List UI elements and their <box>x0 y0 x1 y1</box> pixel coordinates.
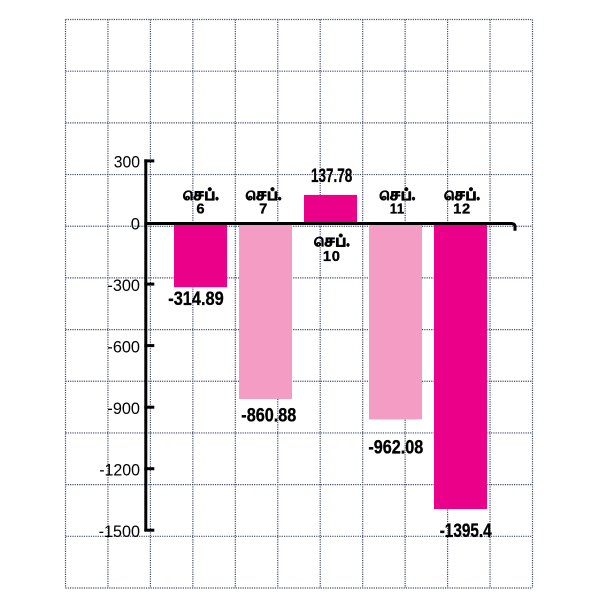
svg-text:0: 0 <box>131 215 140 234</box>
svg-text:-860.88: -860.88 <box>241 406 296 427</box>
svg-text:-314.89: -314.89 <box>168 289 224 310</box>
svg-text:300: 300 <box>114 153 140 172</box>
svg-text:12: 12 <box>453 201 471 217</box>
svg-text:-1395.4: -1395.4 <box>440 521 492 542</box>
svg-text:137.78: 137.78 <box>311 166 352 187</box>
svg-text:-600: -600 <box>107 338 140 357</box>
svg-text:6: 6 <box>196 201 205 217</box>
svg-text:11: 11 <box>390 201 405 217</box>
svg-text:10: 10 <box>323 249 341 265</box>
svg-text:-1200: -1200 <box>99 461 140 480</box>
svg-text:-300: -300 <box>107 276 140 295</box>
svg-text:-900: -900 <box>107 399 140 418</box>
svg-text:-962.08: -962.08 <box>368 437 423 458</box>
svg-text:7: 7 <box>259 201 268 217</box>
svg-text:-1500: -1500 <box>99 522 140 541</box>
